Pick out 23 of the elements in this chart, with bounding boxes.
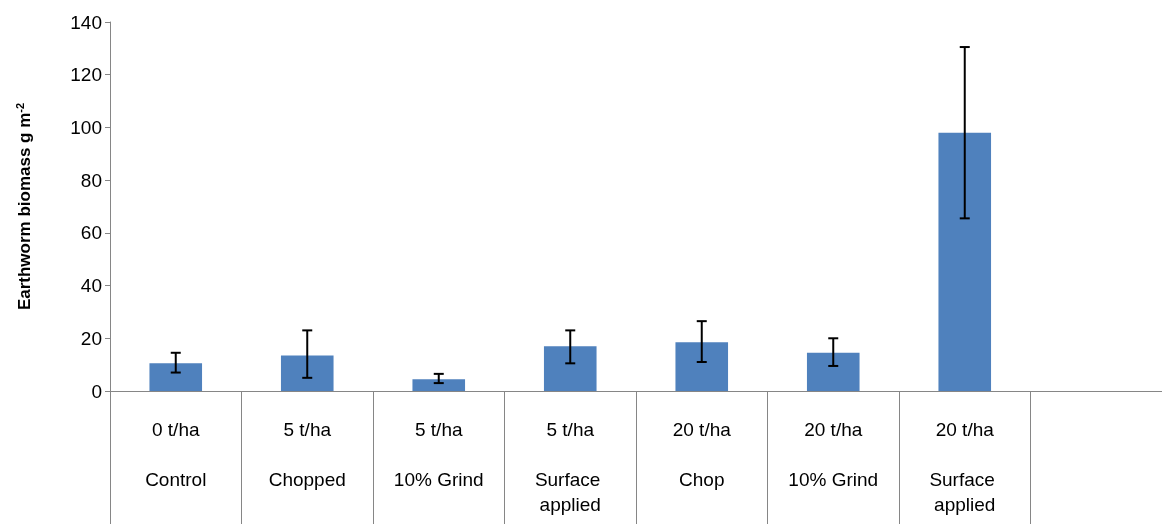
- category-label: 5 t/ha 10% Grind: [393, 419, 484, 490]
- y-tick-label: 20: [80, 327, 102, 349]
- y-tick-label: 120: [70, 64, 102, 86]
- y-tick-label: 0: [91, 380, 102, 402]
- y-tick-label: 100: [70, 116, 102, 138]
- y-tick-label: 140: [70, 11, 102, 33]
- y-tick-label: 80: [80, 169, 102, 191]
- category-label: 5 t/ha Surface applied: [534, 419, 601, 515]
- category-label: 20 t/ha Chop: [672, 419, 731, 490]
- bar: [412, 379, 466, 391]
- category-label: 20 t/ha Surface applied: [929, 419, 996, 515]
- category-label: 5 t/ha Chopped: [268, 419, 346, 490]
- bar: [543, 346, 597, 391]
- y-axis-title: Earthworm biomass g m-2: [13, 102, 34, 311]
- y-tick-label: 40: [80, 275, 102, 297]
- bar: [280, 355, 334, 391]
- category-label: 20 t/ha 10% Grind: [788, 419, 879, 490]
- category-label: 0 t/ha Control: [145, 419, 207, 490]
- y-tick-label: 60: [80, 222, 102, 244]
- bar: [938, 132, 992, 391]
- bar: [675, 342, 729, 391]
- bar: [806, 352, 860, 391]
- bar: [149, 363, 203, 391]
